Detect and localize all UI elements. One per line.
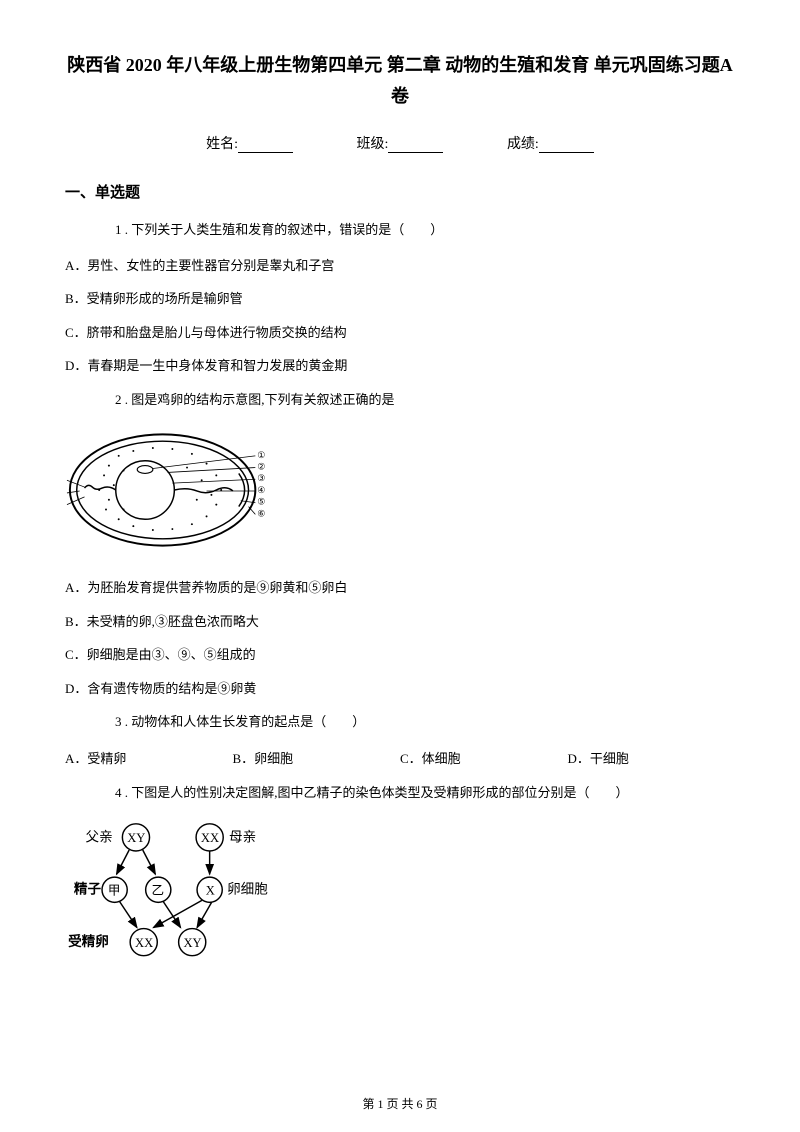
- svg-text:XX: XX: [201, 831, 219, 845]
- svg-text:父亲: 父亲: [86, 829, 113, 844]
- q3-option-b: B．卵细胞: [233, 748, 401, 767]
- svg-text:受精卵: 受精卵: [68, 933, 109, 949]
- q2-option-b: B．未受精的卵,③胚盘色浓而略大: [65, 612, 735, 632]
- svg-text:XY: XY: [127, 831, 145, 845]
- section-single-choice: 一、单选题: [65, 181, 735, 202]
- score-label: 成绩:: [507, 137, 539, 152]
- svg-text:甲: 甲: [108, 884, 121, 898]
- svg-text:X: X: [206, 884, 215, 898]
- q3-option-a: A．受精卵: [65, 748, 233, 767]
- svg-text:乙: 乙: [151, 884, 164, 898]
- class-blank[interactable]: [388, 137, 443, 153]
- q1-stem: 1 . 下列关于人类生殖和发育的叙述中，错误的是（ ）: [65, 220, 735, 240]
- q1-option-b: B．受精卵形成的场所是输卵管: [65, 289, 735, 309]
- q2-option-a: A．为胚胎发育提供营养物质的是⑨卵黄和⑤卵白: [65, 578, 735, 598]
- q2-stem: 2 . 图是鸡卵的结构示意图,下列有关叙述正确的是: [65, 390, 735, 410]
- svg-text:卵细胞: 卵细胞: [227, 882, 268, 897]
- score-blank[interactable]: [539, 137, 594, 153]
- genetics-diagram: 父亲 XY XX 母亲 精子 甲 乙 X 卵细胞 受精卵 XX: [65, 818, 735, 983]
- svg-text:XY: XY: [183, 936, 201, 950]
- name-blank[interactable]: [238, 137, 293, 153]
- svg-text:⑥: ⑥: [257, 509, 265, 519]
- svg-text:④: ④: [257, 485, 265, 495]
- class-label: 班级:: [357, 137, 389, 152]
- name-field: 姓名:: [206, 133, 293, 153]
- svg-text:⑤: ⑤: [257, 497, 265, 507]
- q1-option-a: A．男性、女性的主要性器官分别是睾丸和子宫: [65, 256, 735, 276]
- q3-option-c: C．体细胞: [400, 748, 568, 767]
- page-footer: 第 1 页 共 6 页: [0, 1095, 800, 1112]
- egg-diagram: ① ② ③ ④ ⑤ ⑥ ⑦ ⑧ ⑨: [65, 425, 735, 560]
- q3-stem: 3 . 动物体和人体生长发育的起点是（ ）: [65, 712, 735, 732]
- q3-option-d: D．干细胞: [568, 748, 736, 767]
- svg-text:母亲: 母亲: [229, 829, 256, 844]
- svg-text:①: ①: [257, 450, 265, 460]
- student-info-row: 姓名: 班级: 成绩:: [65, 133, 735, 153]
- svg-text:XX: XX: [135, 936, 153, 950]
- q1-option-c: C．脐带和胎盘是胎儿与母体进行物质交换的结构: [65, 323, 735, 343]
- q1-option-d: D．青春期是一生中身体发育和智力发展的黄金期: [65, 356, 735, 376]
- q4-stem: 4 . 下图是人的性别决定图解,图中乙精子的染色体类型及受精卵形成的部位分别是（…: [65, 783, 735, 803]
- score-field: 成绩:: [507, 133, 594, 153]
- q2-option-c: C．卵细胞是由③、⑨、⑤组成的: [65, 645, 735, 665]
- q3-options: A．受精卵 B．卵细胞 C．体细胞 D．干细胞: [65, 748, 735, 767]
- class-field: 班级:: [357, 133, 444, 153]
- name-label: 姓名:: [206, 137, 238, 152]
- svg-text:②: ②: [257, 462, 265, 472]
- q2-option-d: D．含有遗传物质的结构是⑨卵黄: [65, 679, 735, 699]
- svg-text:精子: 精子: [74, 881, 102, 897]
- page-title: 陕西省 2020 年八年级上册生物第四单元 第二章 动物的生殖和发育 单元巩固练…: [65, 50, 735, 111]
- svg-text:③: ③: [257, 473, 265, 483]
